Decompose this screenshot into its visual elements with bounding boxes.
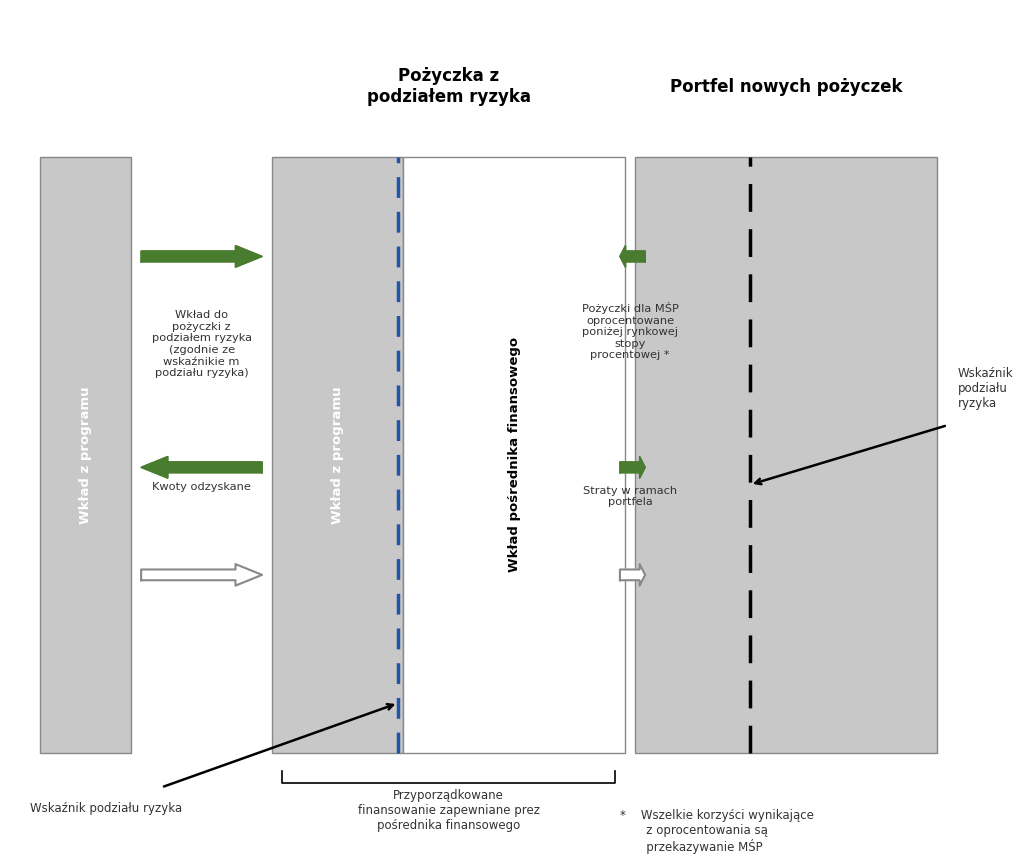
Polygon shape bbox=[620, 456, 645, 478]
Text: Wkład do
pożyczki z
podziałem ryzyka
(zgodnie ze
wskaźnikie m
podziału ryzyka): Wkład do pożyczki z podziałem ryzyka (zg… bbox=[152, 311, 252, 378]
Polygon shape bbox=[141, 245, 262, 267]
Text: Straty w ramach
portfela: Straty w ramach portfela bbox=[583, 486, 677, 507]
Text: Pożyczki dla MŚP
oprocentowane
poniżej rynkowej
stopy
procentowej *: Pożyczki dla MŚP oprocentowane poniżej r… bbox=[582, 302, 679, 360]
Polygon shape bbox=[141, 456, 262, 478]
Text: Kwoty odzyskane: Kwoty odzyskane bbox=[153, 482, 251, 492]
Text: Wskaźnik
podziału
ryzyka: Wskaźnik podziału ryzyka bbox=[957, 367, 1014, 410]
FancyBboxPatch shape bbox=[403, 157, 625, 752]
FancyBboxPatch shape bbox=[40, 157, 131, 752]
Text: Wkład z programu: Wkład z programu bbox=[331, 386, 344, 523]
Text: Pożyczka z
podziałem ryzyka: Pożyczka z podziałem ryzyka bbox=[367, 68, 530, 106]
FancyBboxPatch shape bbox=[272, 157, 403, 752]
Text: *    Wszelkie korzyści wynikające
       z oprocentowania są
       przekazywani: * Wszelkie korzyści wynikające z oprocen… bbox=[620, 809, 814, 855]
Polygon shape bbox=[620, 564, 645, 586]
Text: Wkład z programu: Wkład z programu bbox=[79, 386, 92, 523]
Polygon shape bbox=[620, 245, 645, 267]
Text: Przyporządkowane
finansowanie zapewniane prez
pośrednika finansowego: Przyporządkowane finansowanie zapewniane… bbox=[357, 789, 540, 832]
Text: Wskaźnik podziału ryzyka: Wskaźnik podziału ryzyka bbox=[31, 802, 182, 815]
Text: Portfel nowych pożyczek: Portfel nowych pożyczek bbox=[670, 78, 902, 96]
Text: Wkład pośrednika finansowego: Wkład pośrednika finansowego bbox=[508, 337, 520, 572]
FancyBboxPatch shape bbox=[635, 157, 938, 752]
Polygon shape bbox=[141, 564, 262, 586]
